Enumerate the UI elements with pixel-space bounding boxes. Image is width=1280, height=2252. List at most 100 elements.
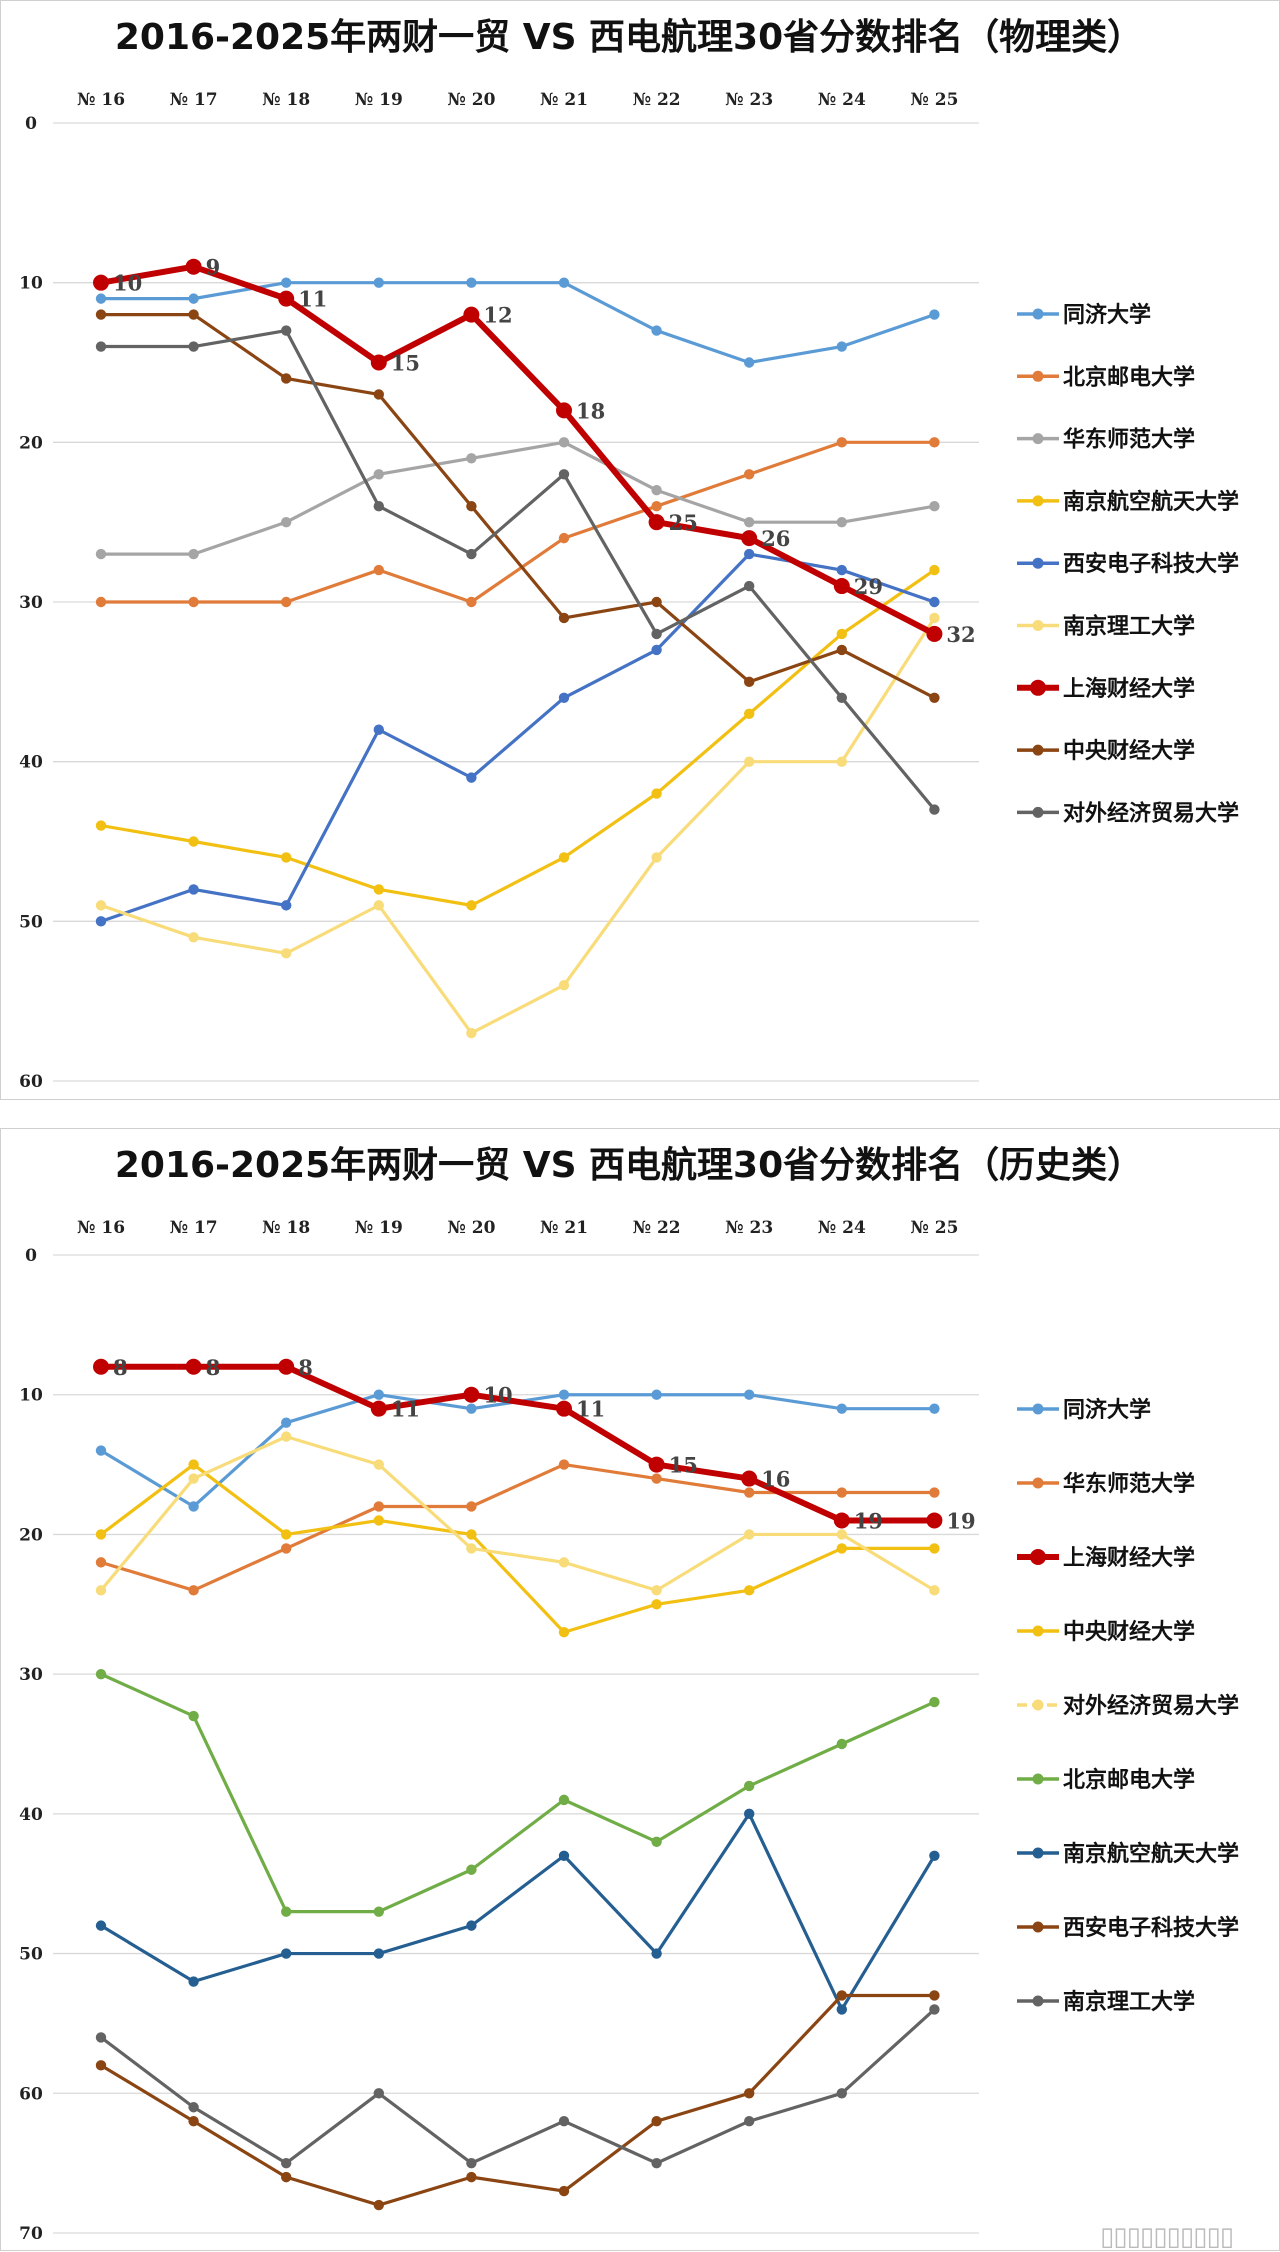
series-9-point xyxy=(188,341,199,352)
series-8-point xyxy=(744,676,755,688)
series-2-line xyxy=(99,1462,937,1592)
series-1-point xyxy=(744,1389,755,1400)
series-5-point xyxy=(929,1585,940,1596)
series-1-point xyxy=(95,293,107,304)
series-5-point xyxy=(651,644,662,656)
series-2-group xyxy=(95,437,940,608)
series-8-point xyxy=(281,2171,292,2183)
legend-label: 上海财经大学 xyxy=(1063,1545,1195,1571)
legend-marker xyxy=(1032,1921,1044,1933)
series-7-point xyxy=(373,1948,384,1959)
series-9-group xyxy=(95,325,940,815)
legend-label: 西安电子科技大学 xyxy=(1063,551,1239,577)
chart-title: 2016-2025年两财一贸 VS 西电航理30省分数排名（历史类） xyxy=(115,1144,1143,1186)
series-1-line xyxy=(99,281,937,365)
series-4-point xyxy=(929,1543,940,1554)
series-2-point xyxy=(651,501,662,512)
series-9-point xyxy=(651,628,662,640)
x-tick-label: № 19 xyxy=(355,1218,403,1238)
series-3-point xyxy=(281,516,292,528)
series-7-point xyxy=(651,1948,662,1959)
series-6-point xyxy=(744,1780,755,1792)
series-1-point xyxy=(744,357,755,368)
series-9-point xyxy=(188,2102,199,2113)
data-label: 10 xyxy=(113,271,142,296)
data-label: 11 xyxy=(298,287,327,312)
series-6-point xyxy=(281,948,292,959)
series-3-line xyxy=(99,440,937,556)
series-8-point xyxy=(373,389,384,400)
x-tick-label: № 17 xyxy=(170,1218,218,1238)
series-1-point xyxy=(281,277,292,288)
data-label: 15 xyxy=(669,1453,698,1478)
series-9-point xyxy=(373,501,384,512)
series-3-line xyxy=(98,1363,938,1524)
series-5-point xyxy=(95,1585,107,1596)
legend-entry: 西安电子科技大学 xyxy=(1017,1915,1239,1941)
data-label: 19 xyxy=(854,1508,883,1533)
series-7-group xyxy=(95,1808,940,2015)
data-label: 29 xyxy=(854,574,883,599)
series-6-point xyxy=(651,1836,662,1847)
series-7-point xyxy=(93,274,109,291)
legend-label: 南京理工大学 xyxy=(1063,614,1195,640)
data-label: 8 xyxy=(206,1355,221,1380)
series-2-point xyxy=(558,1459,570,1470)
series-5-point xyxy=(188,1473,199,1484)
y-tick-label: 10 xyxy=(19,274,43,294)
series-8-point xyxy=(744,2088,755,2099)
series-3-point xyxy=(185,1358,202,1375)
legend-marker xyxy=(1032,1847,1044,1859)
y-tick-label: 30 xyxy=(19,1665,43,1685)
series-2-point xyxy=(373,564,384,576)
legend-entry: 西安电子科技大学 xyxy=(1017,551,1239,577)
series-4-point xyxy=(651,1599,662,1610)
y-tick-label: 50 xyxy=(19,1945,43,1965)
series-8-point xyxy=(466,2171,477,2183)
history-chart-panel: 2016-2025年两财一贸 VS 西电航理30省分数排名（历史类） 0 10 20 3… xyxy=(0,1128,1280,2251)
series-4-point xyxy=(558,1627,570,1638)
legend-label: 华东师范大学 xyxy=(1063,1471,1195,1497)
series-2-point xyxy=(466,1501,477,1512)
series-1-point xyxy=(558,1389,570,1400)
legend-marker xyxy=(1030,679,1046,696)
series-3-point xyxy=(836,516,847,528)
series-5-line xyxy=(99,552,937,923)
series-9-point xyxy=(95,341,107,352)
y-tick-label: 30 xyxy=(19,593,43,613)
x-tick-label: № 18 xyxy=(262,90,310,110)
series-2-point xyxy=(466,596,477,608)
series-7-point xyxy=(744,1808,755,1820)
series-1-group xyxy=(95,277,940,368)
series-3-point xyxy=(373,469,384,480)
y-tick-label: 10 xyxy=(19,1386,43,1406)
series-6-point xyxy=(95,1668,107,1680)
legend-entry: 对外经济贸易大学 xyxy=(1017,800,1239,826)
data-label: 32 xyxy=(946,622,975,647)
series-3-point xyxy=(95,548,107,560)
x-tick-label: № 21 xyxy=(540,90,588,110)
x-tick-label: № 22 xyxy=(633,1218,681,1238)
series-3-point xyxy=(926,1512,943,1529)
series-7-point xyxy=(558,1850,570,1861)
data-label: 9 xyxy=(206,255,221,280)
series-3-point xyxy=(370,1400,387,1417)
series-4-point xyxy=(929,564,940,576)
legend-entry: 南京理工大学 xyxy=(1017,614,1195,640)
x-tick-label: № 25 xyxy=(910,1218,958,1238)
series-6-point xyxy=(95,900,107,911)
series-9-point xyxy=(558,469,570,480)
series-7-point xyxy=(833,578,850,595)
series-7-point xyxy=(370,354,387,371)
legend-marker xyxy=(1032,1773,1044,1785)
series-1-point xyxy=(836,341,847,352)
legend-label: 南京航空航天大学 xyxy=(1063,489,1239,515)
series-7-point xyxy=(648,514,665,531)
series-4-point xyxy=(836,628,847,640)
series-7-point xyxy=(929,1850,940,1861)
series-4-point xyxy=(188,836,199,847)
y-tick-label: 20 xyxy=(19,433,43,453)
series-8-point xyxy=(188,309,199,320)
series-1-point xyxy=(373,1389,384,1400)
series-7-point xyxy=(836,2004,847,2015)
